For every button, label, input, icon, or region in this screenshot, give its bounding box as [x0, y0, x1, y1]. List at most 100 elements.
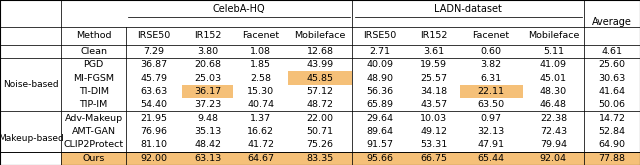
- Text: 14.72: 14.72: [598, 114, 625, 123]
- Text: 7.29: 7.29: [143, 47, 164, 56]
- Text: 56.36: 56.36: [367, 87, 394, 96]
- Text: 63.13: 63.13: [194, 154, 221, 163]
- Text: 48.72: 48.72: [307, 100, 333, 109]
- Text: 45.85: 45.85: [307, 74, 333, 82]
- Bar: [460, 85, 523, 98]
- Text: MI-FGSM: MI-FGSM: [73, 74, 114, 82]
- Text: 66.75: 66.75: [420, 154, 447, 163]
- Text: Noise-based: Noise-based: [3, 80, 58, 89]
- Text: 64.67: 64.67: [247, 154, 274, 163]
- Text: Makeup-based: Makeup-based: [0, 134, 63, 143]
- Text: 43.99: 43.99: [307, 60, 333, 69]
- Text: Ours: Ours: [83, 154, 105, 163]
- Text: 0.97: 0.97: [481, 114, 502, 123]
- Text: TIP-IM: TIP-IM: [79, 100, 108, 109]
- Text: CLIP2Protect: CLIP2Protect: [63, 140, 124, 149]
- Text: 36.87: 36.87: [140, 60, 167, 69]
- Text: 3.82: 3.82: [481, 60, 502, 69]
- Text: 41.64: 41.64: [598, 87, 625, 96]
- Text: 25.57: 25.57: [420, 74, 447, 82]
- Text: 22.00: 22.00: [307, 114, 333, 123]
- Text: 72.43: 72.43: [540, 127, 567, 136]
- Text: 50.06: 50.06: [598, 100, 625, 109]
- Text: 12.68: 12.68: [307, 47, 333, 56]
- Text: 53.31: 53.31: [420, 140, 447, 149]
- Text: 77.88: 77.88: [598, 154, 625, 163]
- Text: CelebA-HQ: CelebA-HQ: [212, 4, 265, 14]
- Text: 41.72: 41.72: [247, 140, 274, 149]
- Text: 40.74: 40.74: [247, 100, 274, 109]
- Bar: [182, 85, 234, 98]
- Text: PGD: PGD: [83, 60, 104, 69]
- Text: 10.03: 10.03: [420, 114, 447, 123]
- Text: 54.40: 54.40: [140, 100, 167, 109]
- Text: 22.38: 22.38: [540, 114, 567, 123]
- Text: 81.10: 81.10: [140, 140, 167, 149]
- Text: 48.30: 48.30: [540, 87, 567, 96]
- Text: 35.13: 35.13: [194, 127, 221, 136]
- Text: Facenet: Facenet: [242, 31, 279, 40]
- Text: 30.63: 30.63: [598, 74, 626, 82]
- Text: 46.48: 46.48: [540, 100, 567, 109]
- Text: 0.60: 0.60: [481, 47, 502, 56]
- Text: 64.90: 64.90: [598, 140, 625, 149]
- Text: 40.09: 40.09: [367, 60, 394, 69]
- Text: 41.09: 41.09: [540, 60, 567, 69]
- Text: Mobileface: Mobileface: [527, 31, 579, 40]
- Text: Adv-Makeup: Adv-Makeup: [65, 114, 123, 123]
- Text: 22.11: 22.11: [477, 87, 505, 96]
- Text: LADN-dataset: LADN-dataset: [434, 4, 502, 14]
- Text: 32.13: 32.13: [477, 127, 505, 136]
- Text: 92.04: 92.04: [540, 154, 567, 163]
- Text: AMT-GAN: AMT-GAN: [72, 127, 116, 136]
- Text: 1.85: 1.85: [250, 60, 271, 69]
- Text: Average: Average: [592, 17, 632, 27]
- Text: 43.57: 43.57: [420, 100, 447, 109]
- Text: 1.37: 1.37: [250, 114, 271, 123]
- Text: 20.68: 20.68: [194, 60, 221, 69]
- Text: 9.48: 9.48: [197, 114, 218, 123]
- Text: IR152: IR152: [194, 31, 221, 40]
- Text: 76.96: 76.96: [140, 127, 167, 136]
- Bar: [288, 71, 352, 85]
- Bar: [61, 152, 640, 165]
- Text: 15.30: 15.30: [247, 87, 274, 96]
- Text: 1.08: 1.08: [250, 47, 271, 56]
- Text: 25.03: 25.03: [194, 74, 221, 82]
- Text: 3.80: 3.80: [197, 47, 218, 56]
- Text: 3.61: 3.61: [423, 47, 444, 56]
- Text: 52.84: 52.84: [598, 127, 625, 136]
- Text: 45.01: 45.01: [540, 74, 567, 82]
- Text: IR152: IR152: [420, 31, 447, 40]
- Text: 83.35: 83.35: [307, 154, 333, 163]
- Text: 79.94: 79.94: [540, 140, 567, 149]
- Text: 29.64: 29.64: [367, 114, 394, 123]
- Text: 47.91: 47.91: [477, 140, 505, 149]
- Text: 2.71: 2.71: [369, 47, 390, 56]
- Text: 36.17: 36.17: [194, 87, 221, 96]
- Text: 5.11: 5.11: [543, 47, 564, 56]
- Text: 49.12: 49.12: [420, 127, 447, 136]
- Text: 48.42: 48.42: [194, 140, 221, 149]
- Text: IRSE50: IRSE50: [364, 31, 397, 40]
- Text: 89.64: 89.64: [367, 127, 394, 136]
- Text: 91.57: 91.57: [367, 140, 394, 149]
- Text: 25.60: 25.60: [598, 60, 625, 69]
- Text: IRSE50: IRSE50: [137, 31, 170, 40]
- Text: 19.59: 19.59: [420, 60, 447, 69]
- Text: Method: Method: [76, 31, 111, 40]
- Text: 45.79: 45.79: [140, 74, 167, 82]
- Text: 63.50: 63.50: [477, 100, 505, 109]
- Text: Facenet: Facenet: [472, 31, 509, 40]
- Text: 48.90: 48.90: [367, 74, 394, 82]
- Text: 63.63: 63.63: [140, 87, 167, 96]
- Text: 37.23: 37.23: [194, 100, 221, 109]
- Text: 75.26: 75.26: [307, 140, 333, 149]
- Text: 6.31: 6.31: [481, 74, 502, 82]
- Text: 2.58: 2.58: [250, 74, 271, 82]
- Text: Clean: Clean: [80, 47, 107, 56]
- Text: 95.66: 95.66: [367, 154, 394, 163]
- Text: 65.44: 65.44: [477, 154, 505, 163]
- Text: 92.00: 92.00: [140, 154, 167, 163]
- Text: 34.18: 34.18: [420, 87, 447, 96]
